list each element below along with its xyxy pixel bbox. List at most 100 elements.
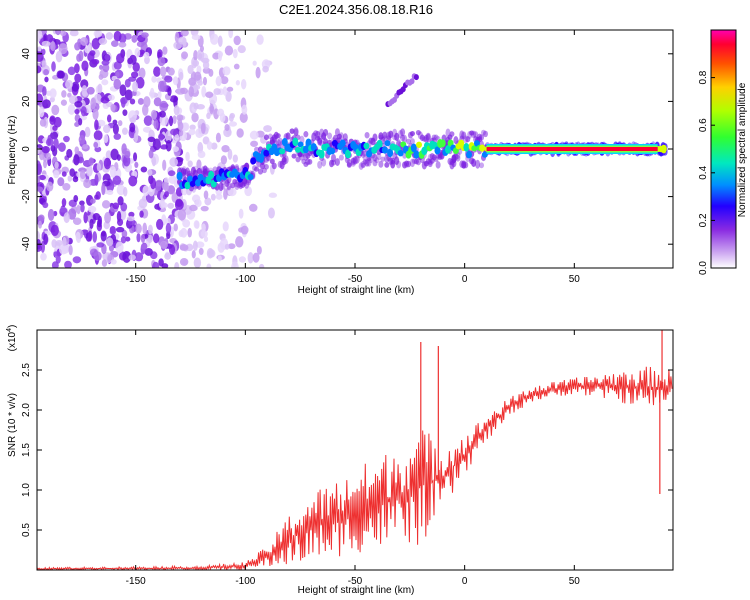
spectrogram-noise-blob: [130, 71, 139, 79]
spectrogram-branch-cell: [413, 74, 419, 81]
spectrogram-noise-blob: [236, 128, 244, 138]
snr-x-ticks: -150 -100 -50 0 50: [126, 330, 580, 587]
spectrogram-noise-blob: [67, 66, 76, 76]
spectrogram-ridge-halo: [402, 161, 408, 169]
spectrogram-noise-blob: [94, 119, 99, 131]
spectrogram-ridge-halo: [376, 153, 382, 161]
spectrogram-noise-blob: [158, 200, 166, 209]
spectrogram-ridge-cell: [471, 145, 478, 152]
spectrogram-noise-blob: [40, 252, 47, 261]
spectrogram-noise-blob: [181, 51, 189, 60]
spectrogram-ridge-halo: [196, 167, 202, 175]
spectrogram-noise-blob: [42, 86, 47, 97]
spectrogram-ridge-halo: [415, 159, 421, 166]
spectrogram-noise-blob: [38, 220, 43, 229]
spectrogram-noise-blob: [143, 115, 153, 126]
spectrogram-noise-blob: [141, 32, 149, 38]
spectrogram-noise-blob: [140, 243, 148, 250]
spectrogram-noise-blob: [193, 102, 199, 110]
spectrogram-noise-blob: [158, 133, 165, 141]
spectrogram-ridge-halo: [374, 157, 380, 164]
spectrogram-noise-blob: [128, 254, 136, 261]
spectrogram-noise-blob: [55, 240, 64, 246]
spectrogram-noise-blob: [167, 202, 175, 209]
spectrogram-noise-blob: [74, 73, 82, 83]
colorbar-tick-label: 0.0: [698, 261, 709, 275]
spectrogram-noise-blob: [109, 166, 117, 178]
spectrogram-noise-blob: [172, 146, 180, 152]
spectrogram-ridge-cell: [421, 146, 428, 156]
spectrogram-noise-blob: [61, 198, 67, 207]
spectrogram-noise-blob: [92, 108, 99, 120]
spectrogram-ridge-halo: [254, 146, 260, 153]
spectrogram-noise-blob: [203, 236, 209, 243]
spectrogram-ridge-halo: [388, 130, 394, 139]
spectrogram-ridge-halo: [465, 136, 471, 143]
spectrogram-noise-blob: [84, 126, 91, 138]
spectrogram-ridge-halo: [360, 150, 366, 158]
spectrogram-ridge-cell: [279, 148, 286, 155]
spectrogram-noise-blob: [153, 97, 162, 107]
spectrogram-noise-blob: [227, 187, 237, 197]
spectrogram-noise-blob: [93, 30, 103, 38]
spectrogram-noise-blob: [197, 142, 204, 154]
snr-multiplier-close: ): [7, 325, 18, 328]
spectrogram-ridge-halo: [358, 162, 364, 170]
spectrogram-noise-blob: [180, 227, 188, 238]
spectrogram-y-tick-label: 40: [21, 48, 32, 60]
spectrogram-noise-blob: [173, 223, 178, 232]
spectrogram-ridge-halo: [313, 130, 319, 137]
spectrogram-noise-blob: [67, 175, 73, 182]
spectrogram-noise-blob: [268, 192, 278, 198]
spectrogram-noise-blob: [103, 157, 112, 170]
spectrogram-ridge-halo: [257, 168, 263, 175]
spectrogram-noise-blob: [113, 61, 122, 70]
spectrogram-noise-blob: [87, 52, 95, 62]
spectrogram-noise-blob: [138, 67, 146, 79]
spectrogram-noise-blob: [252, 252, 260, 263]
snr-x-tick-label: 0: [462, 576, 468, 587]
spectrogram-noise-blob: [174, 133, 180, 142]
spectrogram-noise-blob: [201, 223, 206, 232]
spectrogram-ridge-halo: [244, 179, 250, 189]
spectrogram-y-tick-label: -40: [21, 237, 32, 252]
spectrogram-ridge-cell: [187, 175, 194, 183]
spectrogram-noise-blob: [42, 201, 49, 209]
spectrogram-ridge-halo: [479, 162, 485, 169]
snr-x-label: Height of straight line (km): [298, 585, 415, 596]
spectrogram-noise-blob: [37, 230, 41, 241]
spectrogram-noise-blob: [255, 66, 261, 79]
spectrogram-noise-blob: [37, 45, 42, 53]
spectrogram-ridge-cell: [305, 138, 312, 148]
spectrogram-ridge-halo: [433, 134, 439, 141]
spectrogram-noise-blob: [231, 261, 239, 268]
spectrogram-ridge-halo: [384, 162, 390, 168]
spectrogram-ridge-halo: [342, 133, 348, 142]
spectrogram-noise-blob: [104, 54, 110, 61]
spectrogram-noise-blob: [71, 81, 80, 92]
spectrogram-ridge-halo: [275, 133, 281, 139]
spectrogram-noise-blob: [197, 80, 203, 86]
spectrogram-noise-blob: [206, 112, 211, 120]
spectrogram-noise-blob: [118, 41, 127, 48]
spectrogram-noise-blob: [187, 227, 192, 238]
spectrogram-noise-blob: [164, 252, 172, 260]
spectrogram-ridge-cell: [176, 171, 183, 181]
spectrogram-noise-blob: [150, 109, 158, 120]
spectrogram-noise-blob: [191, 84, 201, 90]
spectrogram-noise-blob: [144, 56, 150, 65]
spectrogram-noise-blob: [101, 60, 110, 66]
spectrogram-ridge-cell: [250, 157, 257, 165]
spectrogram-noise-blob: [129, 117, 137, 123]
spectrogram-noise-blob: [80, 106, 87, 117]
spectrogram-noise-blob: [45, 34, 54, 43]
spectrogram-noise-blob: [106, 114, 112, 123]
spectrogram-ridge-cell: [376, 139, 383, 149]
spectrogram-ridge-halo: [406, 160, 412, 168]
spectrogram-noise-blob: [194, 71, 202, 81]
spectrogram-noise-blob: [200, 122, 206, 135]
spectrogram-noise-blob: [185, 151, 190, 162]
spectrogram-noise-blob: [263, 125, 272, 133]
spectrogram-noise-blob: [109, 229, 117, 235]
spectrogram-noise-blob: [83, 178, 92, 189]
